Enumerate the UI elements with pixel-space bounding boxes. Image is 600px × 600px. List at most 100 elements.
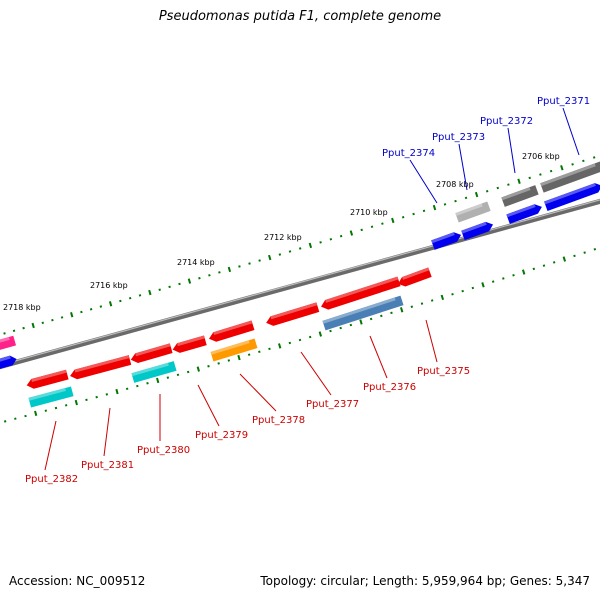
minor-tick — [542, 264, 546, 267]
major-tick — [349, 230, 354, 236]
gene-label-pput-2373[interactable]: Pput_2373 — [432, 132, 485, 143]
gene-pput-2381 — [70, 355, 132, 380]
ruler-label: 2714 kbp — [177, 258, 215, 267]
gene-label-pput-2371[interactable]: Pput_2371 — [537, 96, 590, 107]
major-tick — [359, 319, 363, 325]
major-tick — [34, 410, 38, 417]
minor-tick — [238, 265, 241, 268]
minor-tick — [360, 228, 363, 232]
leader-line-forward — [562, 107, 580, 156]
gene-body — [544, 183, 600, 211]
gene-bevel — [0, 336, 10, 344]
gene-body — [0, 355, 17, 370]
minor-tick — [217, 362, 220, 365]
minor-tick — [146, 382, 149, 385]
minor-tick — [218, 271, 221, 274]
minor-tick — [247, 353, 251, 356]
genome-backbone — [0, 198, 600, 370]
minor-tick — [258, 350, 261, 354]
gene-pput-2373 — [455, 201, 491, 223]
minor-tick — [471, 286, 475, 290]
gene-pput-2372-arrow — [506, 204, 542, 224]
minor-tick — [298, 338, 302, 342]
minor-tick — [592, 156, 596, 159]
gene-pput-2382 — [26, 369, 69, 389]
leader-line-forward — [507, 127, 516, 174]
forward-gene-labels: Pput_2371 Pput_2372 Pput_2373 Pput_2374 — [382, 96, 590, 159]
gene-label-pput-2376[interactable]: Pput_2376 — [363, 382, 416, 393]
gene-bevel — [325, 276, 399, 303]
minor-tick — [3, 332, 6, 335]
minor-tick — [573, 254, 576, 258]
gene-pput-2372 — [501, 185, 539, 207]
minor-tick — [198, 276, 201, 280]
gene-bevel — [544, 183, 596, 205]
minor-tick — [186, 370, 190, 374]
gene-label-pput-2375[interactable]: Pput_2375 — [417, 366, 470, 377]
leader-line-reverse — [197, 384, 220, 427]
minor-tick — [138, 294, 142, 297]
major-tick — [399, 307, 404, 313]
accession-label: Accession: NC_009512 — [9, 574, 146, 588]
major-tick — [562, 256, 567, 262]
minor-tick — [443, 203, 447, 206]
gene-bevel — [461, 221, 487, 234]
gene-bevel — [506, 204, 536, 218]
ruler-label: 2718 kbp — [3, 303, 41, 312]
gene-body — [506, 204, 542, 224]
minor-tick — [51, 318, 54, 322]
gene-label-pput-2380[interactable]: Pput_2380 — [137, 445, 190, 456]
gene-label-pput-2378[interactable]: Pput_2378 — [252, 415, 305, 426]
minor-tick — [370, 225, 374, 229]
gene-bevel — [31, 369, 67, 382]
major-tick — [115, 388, 119, 395]
major-tick — [237, 354, 241, 361]
leader-line-reverse — [103, 407, 111, 457]
gene-label-pput-2377[interactable]: Pput_2377 — [306, 399, 359, 410]
minor-tick — [105, 393, 109, 396]
gene-label-pput-2372[interactable]: Pput_2372 — [480, 116, 533, 127]
minor-tick — [339, 234, 343, 238]
minor-tick — [512, 273, 515, 277]
gene-label-pput-2381[interactable]: Pput_2381 — [81, 460, 134, 471]
gene-body — [431, 232, 462, 250]
gene-track — [0, 161, 600, 408]
minor-tick — [99, 305, 103, 308]
minor-tick — [319, 241, 322, 244]
gene-bevel — [210, 340, 250, 355]
minor-tick — [125, 387, 129, 391]
gene-label-pput-2382[interactable]: Pput_2382 — [25, 474, 78, 485]
minor-tick — [22, 326, 25, 330]
minor-tick — [412, 212, 415, 216]
major-tick — [440, 294, 445, 301]
minor-tick — [582, 159, 585, 163]
major-tick — [156, 377, 160, 384]
leader-line-forward — [458, 143, 468, 191]
ruler-label: 2706 kbp — [522, 152, 560, 161]
gene-bevel — [177, 335, 205, 347]
minor-tick — [390, 311, 393, 315]
gene-bevel — [401, 267, 430, 280]
minor-tick — [410, 305, 414, 308]
gene-body — [501, 185, 539, 207]
minor-tick — [119, 299, 122, 303]
gene-bevel — [131, 362, 169, 377]
gene-bevel — [0, 355, 11, 364]
major-tick — [187, 278, 192, 284]
minor-tick — [278, 253, 282, 256]
ruler-label: 2708 kbp — [436, 180, 474, 189]
gene-bevel — [431, 232, 455, 244]
minor-tick — [288, 341, 292, 345]
gene-label-pput-2374[interactable]: Pput_2374 — [382, 148, 435, 159]
minor-tick — [528, 176, 531, 180]
gene-bevel — [540, 163, 596, 187]
outer-tick-track — [3, 156, 596, 335]
minor-tick — [461, 289, 464, 293]
major-tick — [74, 399, 78, 406]
minor-tick — [60, 316, 64, 319]
ruler-labels: 2706 kbp 2708 kbp 2710 kbp 2712 kbp 2714… — [3, 152, 560, 312]
minor-tick — [54, 406, 58, 410]
gene-label-pput-2379[interactable]: Pput_2379 — [195, 430, 248, 441]
gene-body — [455, 201, 491, 223]
